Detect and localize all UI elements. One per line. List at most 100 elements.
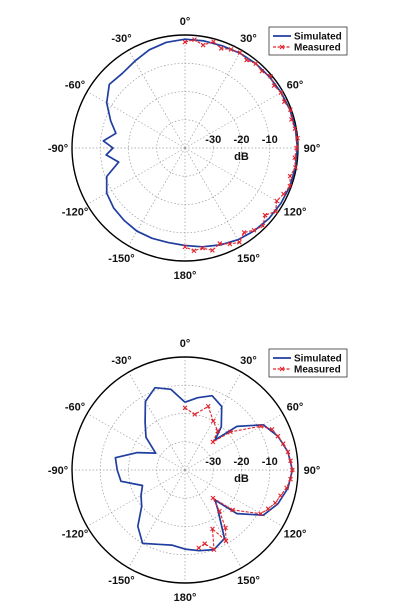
legend-label: Simulated — [294, 32, 342, 43]
measured-point — [258, 423, 264, 429]
measured-point — [253, 61, 259, 66]
measured-point — [258, 511, 264, 517]
measured-point — [275, 433, 281, 439]
measured-point — [192, 37, 197, 43]
measured-point — [182, 244, 188, 250]
measured-point — [272, 500, 278, 506]
measured-point — [281, 99, 287, 105]
measured-point — [284, 485, 289, 491]
measured-point — [210, 418, 216, 424]
measured-point — [210, 439, 216, 445]
measured-point — [223, 538, 229, 544]
measured-point — [223, 525, 228, 531]
measured-point — [211, 39, 216, 44]
measured-point — [288, 107, 293, 113]
grid-spoke — [86, 91, 186, 149]
grid-spoke — [184, 469, 284, 527]
angle-tick-label: 0° — [180, 338, 191, 350]
angle-tick-label: 60° — [287, 402, 304, 414]
measured-point — [262, 212, 268, 218]
measured-point — [259, 68, 265, 74]
ring-tick-label: -10 — [262, 456, 278, 468]
legend-marker — [279, 366, 285, 372]
measured-point — [228, 47, 234, 52]
angle-tick-label: -150° — [108, 253, 134, 265]
measured-point — [289, 117, 294, 122]
grid-spoke — [86, 147, 186, 205]
measured-point — [268, 73, 273, 79]
measured-point — [265, 506, 271, 512]
grid-spoke — [128, 371, 186, 471]
outer-ring — [71, 356, 299, 584]
grid-spoke — [128, 147, 186, 247]
measured-point — [281, 191, 286, 197]
legend-label: Measured — [294, 43, 341, 54]
measured-point — [288, 476, 293, 482]
measured-point — [294, 145, 299, 151]
measured-point — [292, 126, 298, 132]
polar-chart-1: 0° 30° 60° 90° 120° 150° 180° -150° -120° -90° -60… — [48, 16, 348, 282]
measured-point — [196, 545, 202, 551]
measured-point — [295, 135, 300, 141]
measured-point — [228, 429, 233, 435]
legend-label: Simulated — [294, 354, 342, 365]
angle-tick-label: -30° — [111, 33, 131, 45]
measured-point — [285, 449, 291, 455]
measured-point — [292, 155, 298, 160]
angle-tick-label: 150° — [237, 575, 260, 587]
angle-tick-label: 150° — [237, 253, 260, 265]
legend-box — [268, 26, 348, 56]
measured-point — [274, 198, 280, 204]
angle-tick-label: 30° — [240, 33, 257, 45]
angle-tick-label: -150° — [108, 575, 134, 587]
ring-tick-label: -30 — [205, 134, 221, 146]
measured-point — [289, 467, 295, 473]
grid-spoke — [184, 49, 242, 149]
grid-spoke — [86, 413, 186, 471]
grid-spoke — [184, 91, 284, 149]
measured-point — [210, 247, 215, 253]
measured-point — [278, 90, 284, 96]
measured-point — [287, 173, 293, 179]
grid-spoke — [128, 469, 186, 569]
measured-point — [260, 223, 266, 229]
measured-point — [241, 230, 247, 235]
angle-tick-label: 0° — [180, 16, 191, 28]
angle-tick-label: -60° — [65, 80, 85, 92]
measured-point — [244, 57, 249, 63]
r-unit-label: dB — [234, 151, 249, 163]
angle-tick-label: 60° — [287, 80, 304, 92]
measured-point — [293, 165, 298, 170]
measured-point — [192, 411, 198, 417]
measured-point — [210, 526, 215, 532]
angle-tick-label: -120° — [62, 207, 88, 219]
measured-point — [182, 405, 188, 411]
measured-point — [269, 427, 275, 432]
grid-spoke — [184, 469, 242, 569]
angle-tick-label: 120° — [284, 529, 307, 541]
measured-point — [191, 248, 197, 254]
legend-label: Measured — [294, 365, 341, 376]
grid-spoke — [86, 469, 186, 527]
legend-box — [268, 348, 348, 378]
ring-tick-label: -30 — [205, 456, 221, 468]
angle-tick-label: 180° — [174, 270, 197, 282]
ring-tick-label: -10 — [262, 134, 278, 146]
measured-point — [218, 46, 224, 51]
ring-tick-label: -20 — [234, 134, 250, 146]
angle-tick-label: -90° — [48, 465, 68, 477]
measured-point — [271, 83, 277, 89]
measured-point — [287, 183, 293, 189]
measured-point — [211, 547, 217, 553]
grid-spoke — [184, 147, 242, 247]
measured-point — [217, 508, 222, 514]
measured-point — [278, 493, 283, 498]
ring-tick-label: -20 — [234, 456, 250, 468]
r-unit-label: dB — [234, 473, 249, 485]
grid-spoke — [128, 49, 186, 149]
measured-point — [205, 403, 211, 409]
measured-point — [273, 209, 279, 214]
